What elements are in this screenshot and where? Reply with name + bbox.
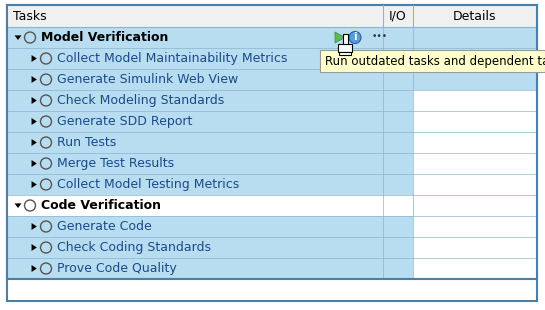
Polygon shape [32, 244, 37, 251]
Text: Model Verification: Model Verification [41, 31, 168, 44]
Bar [7, 195, 413, 216]
Text: Run Tests: Run Tests [57, 136, 116, 149]
Bar [413, 111, 537, 132]
Text: Tasks: Tasks [13, 10, 47, 23]
Polygon shape [32, 139, 37, 146]
Polygon shape [15, 203, 21, 208]
Text: Prove Code Quality: Prove Code Quality [57, 262, 177, 275]
Text: Collect Model Maintainability Metrics: Collect Model Maintainability Metrics [57, 52, 287, 65]
Bar [413, 132, 537, 153]
Text: Run outdated tasks and dependent tasks: Run outdated tasks and dependent tasks [325, 55, 545, 68]
Bar [7, 90, 413, 111]
Polygon shape [32, 181, 37, 188]
Text: Check Coding Standards: Check Coding Standards [57, 241, 211, 254]
Text: Generate Simulink Web View: Generate Simulink Web View [57, 73, 238, 86]
Polygon shape [32, 160, 37, 167]
Bar [7, 153, 413, 174]
Polygon shape [335, 32, 345, 43]
Bar [413, 153, 537, 174]
Text: •••: ••• [372, 32, 388, 41]
Polygon shape [15, 35, 21, 40]
Bar [413, 48, 537, 69]
Bar [413, 27, 537, 48]
Bar [7, 132, 413, 153]
Bar [7, 27, 413, 48]
Circle shape [349, 32, 361, 43]
Bar [413, 258, 537, 279]
Bar [7, 5, 537, 27]
Bar [413, 195, 537, 216]
Text: I/O: I/O [389, 10, 407, 23]
Text: Collect Model Testing Metrics: Collect Model Testing Metrics [57, 178, 239, 191]
Polygon shape [32, 55, 37, 62]
Bar [339, 51, 351, 55]
Text: Code Verification: Code Verification [41, 199, 161, 212]
Text: Merge Test Results: Merge Test Results [57, 157, 174, 170]
Bar [413, 237, 537, 258]
Bar [7, 48, 413, 69]
Polygon shape [32, 223, 37, 230]
Polygon shape [32, 97, 37, 104]
Bar [7, 69, 413, 90]
Bar [7, 216, 413, 237]
Polygon shape [32, 118, 37, 125]
Polygon shape [32, 76, 37, 83]
Text: Details: Details [453, 10, 496, 23]
Bar [413, 174, 537, 195]
Bar [7, 258, 413, 279]
Text: Check Modeling Standards: Check Modeling Standards [57, 94, 224, 107]
FancyBboxPatch shape [320, 50, 545, 72]
Bar [413, 216, 537, 237]
Bar [338, 43, 352, 51]
Bar [342, 33, 348, 43]
Text: Generate SDD Report: Generate SDD Report [57, 115, 192, 128]
Polygon shape [32, 265, 37, 272]
Bar [413, 90, 537, 111]
Bar [7, 174, 413, 195]
Bar [413, 69, 537, 90]
Bar [7, 111, 413, 132]
Text: i: i [353, 32, 357, 42]
Text: Generate Code: Generate Code [57, 220, 152, 233]
Bar [7, 237, 413, 258]
